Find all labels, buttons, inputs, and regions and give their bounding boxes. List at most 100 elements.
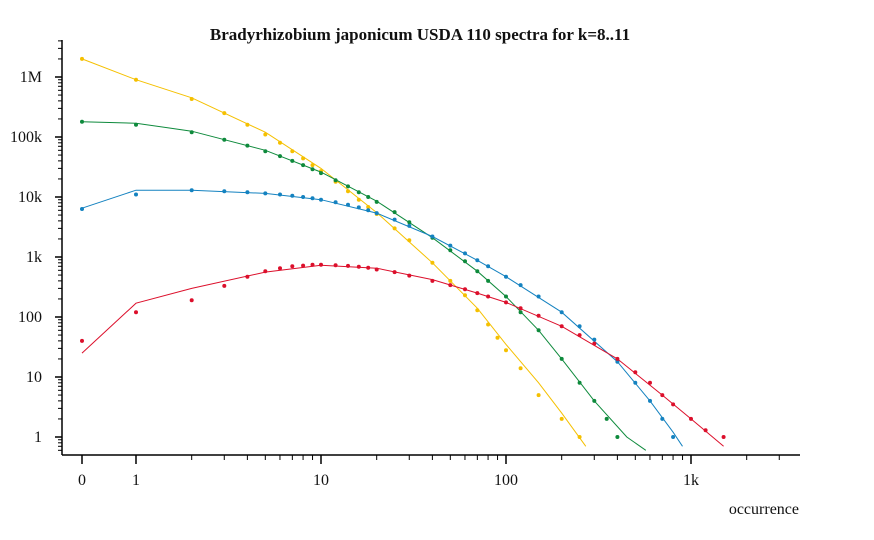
series-0-point	[536, 393, 541, 398]
x-axis-ticks: 0 1 10 100 1k	[78, 455, 780, 489]
series-0-point	[346, 189, 350, 194]
series-3-point	[486, 294, 491, 299]
series-2-point	[301, 195, 306, 199]
series-layer	[80, 56, 726, 451]
x-tick-label: 10	[313, 472, 329, 489]
series-0-point	[518, 366, 523, 371]
series-0-point	[559, 416, 564, 421]
series-0-point	[448, 278, 453, 283]
x-axis-label: occurrence	[729, 501, 799, 518]
series-1-point	[504, 294, 508, 299]
series-1-point	[319, 171, 323, 176]
series-0-point	[356, 197, 361, 202]
series-0-point	[290, 149, 295, 154]
series-1-point	[222, 137, 227, 142]
series-3-point	[448, 283, 453, 288]
series-2-point	[263, 191, 268, 196]
series-2-point	[577, 324, 582, 329]
series-3-fit-line	[81, 264, 724, 447]
series-2-point	[633, 380, 638, 385]
series-0-point	[245, 122, 250, 127]
series-3-point	[671, 402, 676, 407]
series-2-point	[319, 197, 323, 202]
series-3-point	[689, 416, 693, 421]
x-tick-label: 1	[132, 472, 140, 489]
series-2-point	[356, 205, 361, 210]
series-0-point	[366, 205, 371, 209]
series-1-point	[333, 178, 338, 183]
series-1-point	[486, 278, 491, 283]
series-2-point	[504, 274, 508, 279]
series-1-point	[278, 154, 282, 159]
series-3-point	[475, 291, 480, 296]
series-0-point	[278, 140, 282, 145]
series-0-point	[475, 308, 480, 313]
series-2-point	[475, 258, 480, 263]
x-tick-label: 1k	[683, 472, 699, 489]
series-1-point	[80, 119, 84, 124]
series-2-point	[518, 283, 523, 288]
series-0-point	[463, 293, 467, 298]
series-3-point	[346, 263, 350, 268]
y-tick-label: 100k	[10, 129, 42, 146]
series-0-point	[301, 156, 306, 161]
series-1-point	[134, 122, 138, 127]
y-tick-label: 1k	[26, 249, 42, 266]
series-1-point	[592, 398, 597, 403]
series-0-point	[495, 335, 500, 340]
series-1-point	[263, 149, 268, 154]
x-tick-label: 100	[494, 472, 518, 489]
series-3-point	[222, 283, 227, 288]
series-0	[80, 56, 587, 447]
series-3-point	[518, 306, 523, 311]
series-1-point	[392, 210, 397, 215]
series-3-point	[703, 428, 708, 433]
series-1-point	[290, 158, 295, 163]
series-2-point	[671, 435, 676, 439]
series-1-point	[559, 356, 564, 361]
series-1-point	[577, 380, 582, 385]
series-1-point	[346, 184, 350, 189]
series-1-point	[536, 328, 541, 333]
series-0-point	[134, 77, 138, 82]
series-3-point	[310, 262, 315, 267]
series-1-point	[407, 220, 412, 225]
series-3-point	[319, 262, 323, 267]
series-3-point	[559, 324, 564, 329]
series-3-point	[577, 333, 582, 338]
series-3-point	[648, 380, 652, 385]
series-0-point	[577, 435, 582, 439]
series-0-point	[310, 163, 315, 168]
y-tick-label: 100	[18, 309, 42, 326]
series-1-point	[245, 143, 250, 148]
series-3-point	[407, 273, 412, 278]
series-2-point	[134, 192, 138, 197]
series-2-point	[615, 359, 620, 364]
y-tick-label: 1M	[20, 69, 42, 86]
series-3-point	[333, 263, 338, 268]
series-1-point	[604, 416, 609, 421]
x-tick-label: 0	[78, 472, 86, 489]
series-3-point	[356, 264, 361, 269]
series-3-point	[536, 313, 541, 318]
y-tick-label: 10k	[18, 189, 42, 206]
series-2-point	[430, 234, 435, 239]
y-tick-label: 1	[34, 429, 42, 446]
series-1-point	[374, 199, 379, 204]
series-3-point	[463, 287, 467, 292]
series-0-point	[263, 132, 268, 137]
series-2-point	[392, 217, 397, 222]
series-1-point	[463, 259, 467, 264]
series-1-point	[310, 167, 315, 172]
series-3-point	[392, 270, 397, 275]
series-3-point	[374, 267, 379, 272]
series-0-point	[392, 226, 397, 231]
series-0-point	[486, 322, 491, 327]
series-2-point	[463, 251, 467, 256]
series-3-point	[245, 274, 250, 279]
series-3-point	[263, 269, 268, 274]
series-1-point	[301, 163, 306, 168]
series-1-point	[475, 269, 480, 274]
series-1-point	[615, 435, 620, 439]
